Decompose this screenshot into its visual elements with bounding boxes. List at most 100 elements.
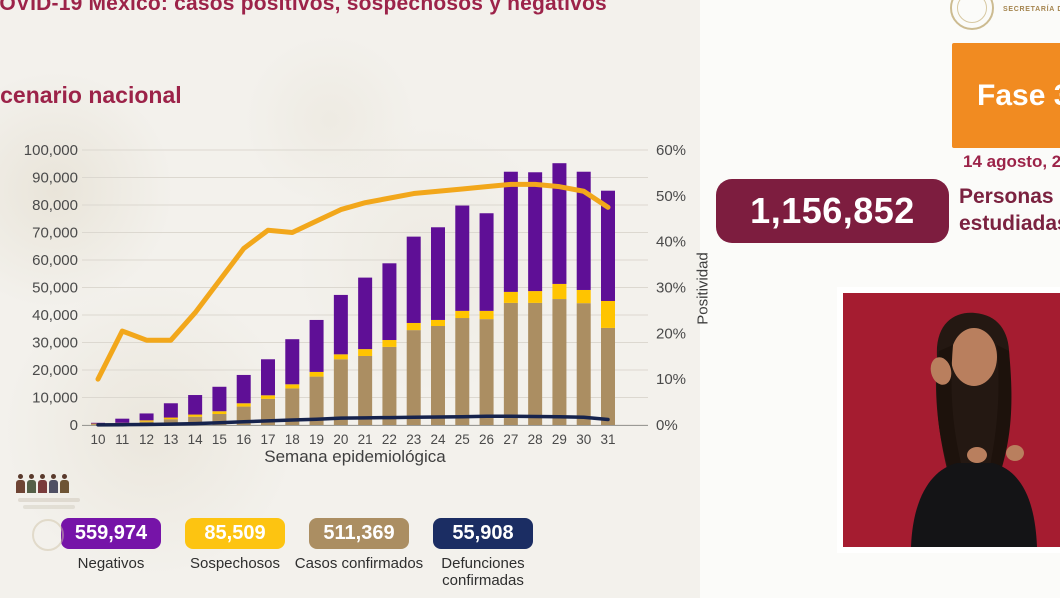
bar-negativos-week-14 <box>188 395 203 415</box>
bar-negativos-week-24 <box>431 227 445 320</box>
bar-sospechosos-week-23 <box>406 322 421 331</box>
hero-figure <box>38 474 47 493</box>
epidemiology-chart: 0 10,000 20,000 30,000 40,000 50,000 60,000 70,… <box>24 142 686 447</box>
x-tick-label-week-22: 22 <box>382 432 397 447</box>
positividad-line <box>95 181 611 382</box>
y-right-tick-label: 50% <box>656 188 686 205</box>
secretaria-text: SECRETARÍA DE SALUD <box>1003 6 1060 13</box>
y-right-tick-label: 60% <box>656 142 686 159</box>
x-tick-label-week-24: 24 <box>430 432 446 447</box>
bar-casos-confirmados-week-21 <box>358 355 373 425</box>
x-tick-label-week-17: 17 <box>260 432 275 447</box>
y-right-tick-label: 20% <box>656 325 686 342</box>
bar-negativos-week-18 <box>285 339 300 385</box>
defunciones-label: Defunciones confirmadas <box>441 555 525 589</box>
bar-negativos-week-23 <box>406 236 421 323</box>
hero-figure <box>16 474 25 493</box>
bar-sospechosos-week-24 <box>431 319 445 326</box>
report-date: 14 agosto, 2020 <box>963 152 1060 171</box>
bar-casos-confirmados-week-23 <box>406 330 421 425</box>
y-left-tick-label: 100,000 <box>24 142 78 159</box>
x-tick-label-week-29: 29 <box>552 432 567 447</box>
bar-negativos-week-17 <box>261 359 275 396</box>
bar-negativos-week-28 <box>528 172 543 292</box>
y-right-tick-label: 40% <box>656 234 686 251</box>
bar-negativos-week-19 <box>309 319 324 372</box>
bar-casos-confirmados-week-28 <box>528 302 543 425</box>
legend-item-sospechosos: 85,509 Sospechosos <box>169 518 301 572</box>
y-left-tick-label: 80,000 <box>32 197 78 214</box>
bar-sospechosos-week-29 <box>552 283 567 300</box>
casos-confirmados-count-badge: 511,369 <box>309 518 409 549</box>
bar-casos-confirmados-week-29 <box>552 299 567 425</box>
x-tick-label-week-11: 11 <box>115 432 129 447</box>
bar-sospechosos-week-27 <box>503 291 518 303</box>
legend-item-casos-confirmados: 511,369 Casos confirmados <box>293 518 425 572</box>
bar-negativos-week-22 <box>382 263 397 341</box>
bar-casos-confirmados-week-15 <box>212 414 227 425</box>
bar-sospechosos-week-22 <box>382 340 397 347</box>
y-left-tick-label: 60,000 <box>32 252 78 269</box>
bar-casos-confirmados-week-27 <box>503 302 518 425</box>
y-left-tick-label: 40,000 <box>32 307 78 324</box>
legend-item-negativos: 559,974 Negativos <box>45 518 177 572</box>
watermark-text-line <box>23 505 75 509</box>
y-right-tick-label: 30% <box>656 280 686 297</box>
legend-item-defunciones: 55,908 Defunciones confirmadas <box>417 518 549 589</box>
bar-sospechosos-week-16 <box>236 403 251 407</box>
x-tick-label-week-23: 23 <box>406 432 421 447</box>
y-right-tick-label: 0% <box>656 417 678 434</box>
bar-casos-confirmados-week-18 <box>285 388 300 425</box>
x-tick-label-week-31: 31 <box>600 432 615 447</box>
bar-sospechosos-week-25 <box>455 310 470 319</box>
watermark-text-line <box>18 498 80 502</box>
personas-estudiadas-value: 1,156,852 <box>750 190 915 231</box>
bar-casos-confirmados-week-14 <box>188 416 203 425</box>
right-axis-title: Positividad <box>694 252 712 325</box>
sospechosos-count-badge: 85,509 <box>185 518 285 549</box>
personas-estudiadas-label: Personas estudiadas <box>959 185 1060 235</box>
bar-sospechosos-week-14 <box>188 414 203 417</box>
bar-negativos-week-12 <box>139 413 154 421</box>
x-tick-label-week-18: 18 <box>285 432 300 447</box>
y-left-tick-label: 10,000 <box>32 390 78 407</box>
bar-casos-confirmados-week-30 <box>576 303 591 425</box>
defunciones-count-badge: 55,908 <box>433 518 533 549</box>
bar-negativos-week-30 <box>576 171 591 290</box>
bar-casos-confirmados-week-24 <box>431 326 445 425</box>
bar-negativos-week-15 <box>212 386 227 412</box>
y-right-tick-label: 10% <box>656 371 686 388</box>
sign-language-interpreter <box>843 293 1060 547</box>
x-tick-label-week-21: 21 <box>358 432 373 447</box>
fase-badge: Fase 3 <box>952 43 1060 148</box>
x-tick-label-week-15: 15 <box>212 432 227 447</box>
bar-sospechosos-week-17 <box>261 395 275 399</box>
y-left-tick-label: 0 <box>70 417 78 434</box>
hero-figure <box>27 474 36 493</box>
bar-casos-confirmados-week-17 <box>261 398 275 425</box>
x-tick-label-week-25: 25 <box>455 432 470 447</box>
x-tick-label-week-30: 30 <box>576 432 591 447</box>
page-title: COVID-19 México: casos positivos, sospec… <box>0 0 607 15</box>
bar-negativos-week-27 <box>503 171 518 292</box>
x-tick-label-week-19: 19 <box>309 432 324 447</box>
x-tick-label-week-26: 26 <box>479 432 494 447</box>
casos-confirmados-label: Casos confirmados <box>294 555 424 572</box>
heroes-figures <box>16 474 96 493</box>
x-tick-label-week-20: 20 <box>333 432 348 447</box>
bar-casos-confirmados-week-31 <box>601 327 615 425</box>
hero-figure <box>49 474 58 493</box>
x-tick-label-week-14: 14 <box>188 432 204 447</box>
negativos-label: Negativos <box>77 555 145 572</box>
x-tick-label-week-10: 10 <box>90 432 105 447</box>
bar-casos-confirmados-week-20 <box>333 359 348 425</box>
bar-sospechosos-week-19 <box>309 371 324 377</box>
bar-casos-confirmados-week-13 <box>163 419 178 425</box>
x-tick-label-week-27: 27 <box>503 432 518 447</box>
y-left-tick-label: 70,000 <box>32 225 78 242</box>
x-tick-label-week-13: 13 <box>163 432 178 447</box>
bar-casos-confirmados-week-19 <box>309 376 324 425</box>
bar-negativos-week-20 <box>333 294 348 355</box>
bar-sospechosos-week-15 <box>212 411 227 414</box>
x-tick-label-week-16: 16 <box>236 432 251 447</box>
